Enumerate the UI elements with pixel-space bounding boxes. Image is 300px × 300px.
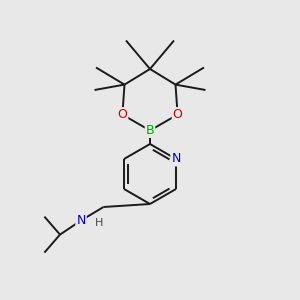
Text: B: B [146, 124, 154, 137]
Text: O: O [118, 108, 127, 121]
Text: N: N [76, 214, 86, 227]
Text: H: H [94, 218, 103, 229]
Text: N: N [171, 152, 181, 166]
Text: O: O [173, 108, 182, 121]
